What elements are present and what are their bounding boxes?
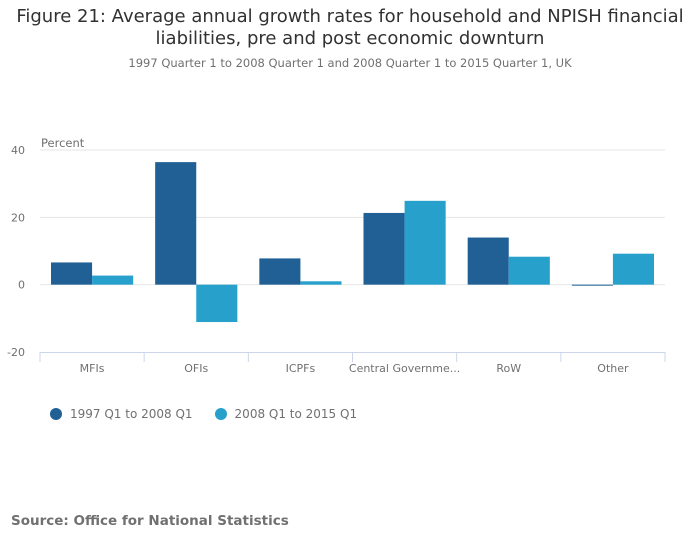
bars (51, 162, 654, 323)
bar-series-2 (92, 275, 134, 285)
y-axis-label: Percent (41, 136, 85, 150)
chart-subtitle: 1997 Quarter 1 to 2008 Quarter 1 and 200… (128, 56, 572, 70)
gridlines (40, 149, 665, 286)
bar-series-1 (571, 284, 613, 286)
y-tick-label: -20 (7, 346, 25, 359)
legend-item-series-2[interactable]: 2008 Q1 to 2015 Q1 (214, 407, 358, 421)
x-tick-label: OFIs (184, 362, 208, 375)
y-tick-label: 20 (11, 211, 25, 224)
bar-series-2 (300, 281, 342, 285)
y-axis-ticks: -20 0 20 40 (7, 144, 25, 359)
chart-title: Figure 21: Average annual growth rates f… (0, 6, 700, 50)
x-tick-label: Other (597, 362, 629, 375)
x-tick-label: Central Governme... (349, 362, 460, 375)
chart-title-line-1: Figure 21: Average annual growth rates f… (16, 6, 684, 27)
bar-series-1 (155, 162, 197, 285)
bar-series-2 (196, 284, 238, 323)
bar-series-2 (404, 200, 446, 285)
bar-chart: -20 0 20 40 Percent MFIs OFIs ICPFs Central Go… (7, 136, 666, 375)
legend-label-series-1: 1997 Q1 to 2008 Q1 (70, 407, 193, 421)
x-tick-label: RoW (496, 362, 521, 375)
bar-series-2 (612, 253, 654, 285)
bar-series-1 (363, 212, 405, 285)
source-note: Source: Office for National Statistics (11, 513, 289, 529)
x-tick-label: MFIs (80, 362, 105, 375)
x-axis: MFIs OFIs ICPFs Central Governme... RoW Other (39, 352, 666, 375)
legend-marker-series-2 (214, 408, 227, 420)
y-tick-label: 0 (18, 279, 25, 292)
legend-label-series-2: 2008 Q1 to 2015 Q1 (234, 407, 358, 421)
legend-item-series-1[interactable]: 1997 Q1 to 2008 Q1 (50, 407, 193, 421)
legend-marker-series-1 (50, 408, 62, 420)
y-tick-label: 40 (11, 144, 25, 157)
bar-series-1 (51, 262, 93, 285)
bar-series-2 (508, 256, 550, 285)
bar-series-1 (259, 258, 301, 285)
bar-series-1 (467, 237, 509, 285)
chart-title-line-2: liabilities, pre and post economic downt… (155, 28, 545, 49)
legend: 1997 Q1 to 2008 Q1 2008 Q1 to 2015 Q1 (50, 407, 357, 421)
x-tick-label: ICPFs (286, 362, 316, 375)
